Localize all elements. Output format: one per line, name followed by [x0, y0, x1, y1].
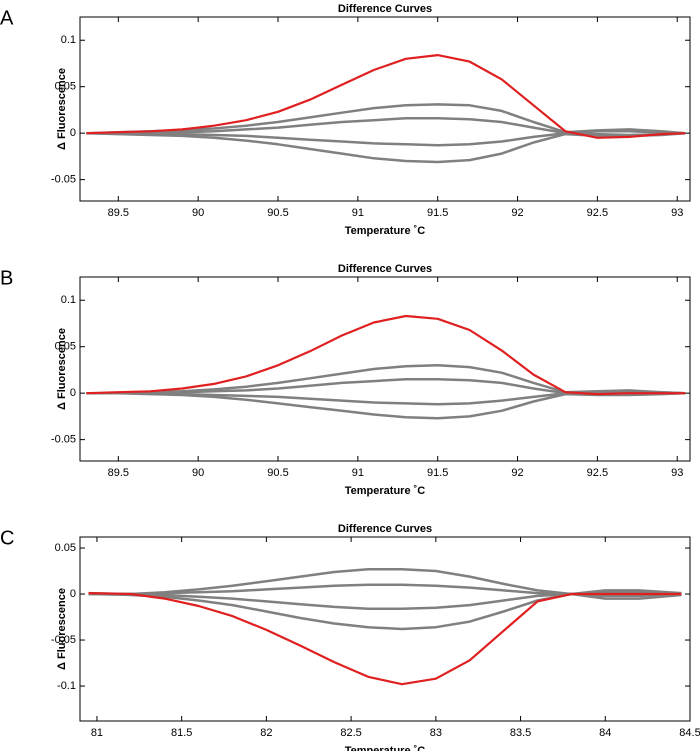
panel: B Difference Curves Temperature ˚C Δ Fluore…	[0, 263, 691, 497]
y-tick-label: -0.1	[57, 680, 76, 692]
y-tick-label: 0.1	[61, 34, 76, 46]
highlight-curve	[86, 314, 686, 396]
y-tick-label: -0.05	[51, 434, 76, 446]
y-tick-label: -0.05	[51, 174, 76, 186]
panel-letter: A	[0, 7, 14, 29]
x-tick-label: 81	[91, 727, 103, 739]
x-tick-label: 83.5	[510, 727, 531, 739]
panel: A Difference Curves Temperature ˚C Δ Fluore…	[0, 3, 691, 237]
y-tick-label: 0.05	[55, 341, 76, 353]
x-axis-label: Temperature ˚C	[345, 485, 426, 497]
panel-letter: C	[0, 527, 14, 549]
x-tick-label: 90.5	[267, 207, 288, 219]
chart-title: Difference Curves	[338, 523, 432, 535]
y-tick-label: 0.1	[61, 294, 76, 306]
y-tick-label: 0.05	[55, 81, 76, 93]
x-tick-label: 89.5	[108, 207, 129, 219]
panel-letter: B	[0, 267, 13, 289]
x-tick-label: 82.5	[340, 727, 361, 739]
plot-frame	[79, 536, 691, 722]
x-tick-label: 90	[192, 207, 204, 219]
x-tick-label: 92	[511, 207, 523, 219]
plot-area	[80, 17, 690, 201]
highlight-curve	[86, 53, 686, 139]
curve	[86, 377, 686, 395]
x-tick-label: 82	[260, 727, 272, 739]
x-tick-label: 92	[511, 467, 523, 479]
x-tick-label: 90.5	[267, 467, 288, 479]
x-tick-label: 84.5	[679, 727, 700, 739]
chart-title: Difference Curves	[338, 263, 432, 275]
curves	[86, 53, 686, 164]
y-tick-label: 0	[70, 588, 76, 600]
y-axis-label: Δ Fluorescence	[56, 328, 68, 410]
x-tick-label: 84	[599, 727, 611, 739]
x-tick-label: 91	[352, 467, 364, 479]
x-tick-label: 81.5	[171, 727, 192, 739]
x-tick-label: 89.5	[108, 467, 129, 479]
x-tick-label: 83	[430, 727, 442, 739]
chart-title: Difference Curves	[338, 3, 432, 15]
x-tick-label: 91.5	[427, 467, 448, 479]
x-tick-label: 91	[352, 207, 364, 219]
curve	[86, 117, 686, 135]
plot-frame	[79, 16, 691, 202]
y-tick-label: 0	[70, 387, 76, 399]
y-tick-label: -0.05	[51, 634, 76, 646]
curves	[86, 314, 686, 420]
y-tick-label: 0	[70, 127, 76, 139]
curves	[88, 567, 682, 686]
x-tick-label: 90	[192, 467, 204, 479]
y-axis-label: Δ Fluorescence	[56, 588, 68, 670]
y-tick-label: 0.05	[55, 542, 76, 554]
x-tick-label: 92.5	[587, 207, 608, 219]
x-tick-label: 93	[671, 207, 683, 219]
y-axis-label: Δ Fluorescence	[56, 68, 68, 150]
x-tick-label: 91.5	[427, 207, 448, 219]
x-axis-label: Temperature ˚C	[345, 225, 426, 237]
highlight-curve	[88, 592, 682, 686]
x-tick-label: 93	[671, 467, 683, 479]
panel: C Difference Curves Temperature ˚C Δ Fluore…	[0, 523, 700, 756]
curve	[86, 131, 686, 147]
x-tick-label: 92.5	[587, 467, 608, 479]
plot-frame	[79, 276, 691, 462]
x-axis-label: Temperature ˚C	[345, 745, 426, 751]
